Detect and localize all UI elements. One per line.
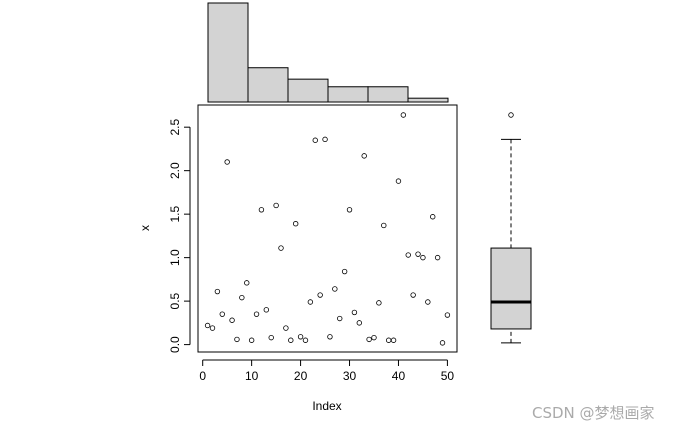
- point: [317, 292, 323, 298]
- x-tick-label: 40: [392, 369, 406, 383]
- point: [390, 337, 397, 343]
- point: [224, 159, 230, 165]
- point: [337, 315, 343, 322]
- point: [307, 299, 314, 305]
- y-tick-label: 0.5: [168, 292, 182, 309]
- y-axis-label: x: [138, 225, 152, 231]
- point: [420, 254, 426, 261]
- x-tick-label: 50: [441, 369, 455, 383]
- box: [490, 247, 532, 330]
- point: [322, 136, 328, 143]
- point: [219, 311, 225, 317]
- x-tick-label: 30: [343, 369, 357, 383]
- point: [209, 325, 216, 331]
- point: [278, 245, 284, 251]
- x-axis-label: Index: [312, 399, 341, 413]
- point: [332, 286, 338, 292]
- point: [268, 334, 274, 341]
- point: [366, 336, 372, 343]
- point: [273, 202, 279, 209]
- hist-bar: [367, 86, 409, 103]
- point: [439, 340, 446, 346]
- x-tick-label: 20: [294, 369, 308, 383]
- point: [204, 322, 211, 329]
- point: [371, 334, 377, 341]
- point: [312, 137, 318, 143]
- hist-bar: [407, 97, 449, 103]
- point: [361, 153, 367, 159]
- point: [248, 337, 255, 343]
- hist-bar: [207, 2, 249, 103]
- point: [239, 294, 245, 301]
- point: [376, 300, 382, 306]
- point: [381, 222, 387, 229]
- point: [430, 214, 436, 220]
- point: [292, 221, 299, 227]
- point: [283, 325, 289, 331]
- point: [395, 178, 402, 184]
- point: [405, 252, 411, 258]
- watermark: CSDN @梦想画家: [532, 404, 655, 422]
- point: [434, 254, 441, 261]
- point: [302, 337, 309, 343]
- point: [444, 312, 451, 318]
- point: [297, 334, 304, 340]
- point: [244, 280, 250, 286]
- hist-bar: [287, 78, 329, 103]
- point: [341, 268, 348, 275]
- point: [425, 299, 431, 305]
- point: [229, 317, 235, 323]
- point: [356, 320, 363, 326]
- y-tick-label: 1.0: [168, 249, 182, 266]
- point: [234, 336, 240, 343]
- hist-bar: [327, 86, 369, 103]
- point: [214, 288, 221, 295]
- y-tick-label: 2.5: [168, 119, 182, 136]
- y-tick-label: 1.5: [168, 205, 182, 222]
- point: [400, 112, 407, 118]
- point: [288, 337, 294, 343]
- y-tick-label: 2.0: [168, 162, 182, 179]
- y-tick-label: 0.0: [168, 336, 182, 353]
- point: [258, 207, 265, 213]
- point: [253, 311, 260, 317]
- point: [415, 251, 421, 257]
- point: [263, 307, 270, 313]
- point: [410, 292, 416, 298]
- x-tick-label: 10: [245, 369, 259, 383]
- outlier: [508, 112, 514, 118]
- plot-frame: [197, 104, 458, 353]
- point: [351, 309, 358, 316]
- point: [346, 207, 353, 213]
- x-tick-label: 0: [199, 369, 206, 383]
- hist-bar: [247, 67, 289, 103]
- point: [385, 337, 392, 343]
- point: [327, 334, 333, 340]
